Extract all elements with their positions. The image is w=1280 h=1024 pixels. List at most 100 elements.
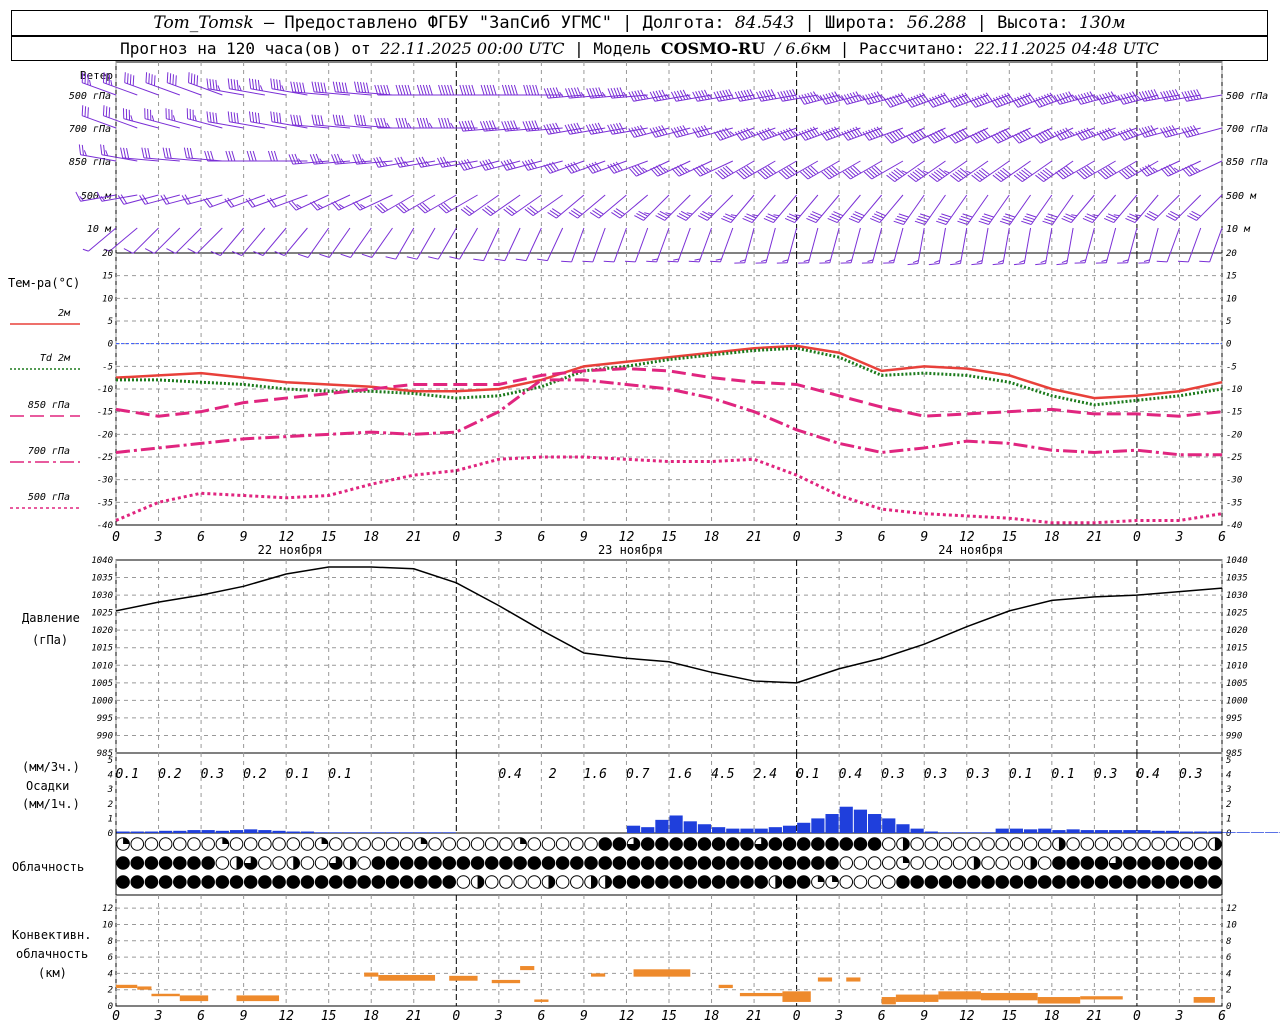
barb-feather [546,87,552,99]
barb-feather [441,203,450,212]
barb-feather [710,260,721,263]
barb-feather [702,210,712,217]
temp-tick-left: -10 [97,385,113,395]
barb-feather [386,122,391,129]
barb-feather [1123,129,1131,139]
barb-feather [470,120,476,131]
barb-feather [458,121,464,132]
precip-tick-left: 2 [108,800,113,810]
barb-feather [543,88,549,99]
barb-feather [483,84,488,96]
barb-feather [976,260,983,264]
cloud-symbol [1080,837,1095,851]
precip-tick-right: 2 [1226,800,1231,810]
barb-feather [385,256,396,260]
wind-barb [936,194,968,225]
barb-feather [999,169,1009,177]
temp-tick-left: -25 [97,453,113,463]
barb-feather [401,84,406,96]
barb-feather [829,215,840,221]
cloud-symbol [343,837,357,851]
barb-feather [1104,92,1112,103]
barb-feather [629,168,637,177]
barb-feather [104,248,110,252]
barb-shaft [241,227,266,256]
barb-feather [1117,95,1124,105]
cloud-symbol [1208,837,1222,851]
barb-feather [616,123,622,133]
barb-feather [597,122,604,133]
barb-feather [270,150,275,162]
barb-feather [852,127,860,137]
lat-label: | Широта: [804,13,897,33]
pressure-tick-left: 1030 [91,591,113,601]
barb-feather [123,248,134,254]
cloud-symbol [1009,856,1024,870]
barb-feather [838,95,844,101]
conv-tick-left: 6 [108,953,113,963]
barb-feather [418,157,425,167]
barb-feather [767,213,778,219]
barb-feather [695,91,701,101]
barb-feather [794,214,801,217]
barb-feather [855,126,863,136]
wind-barb [893,194,925,225]
precip-bar [215,830,229,833]
barb-shaft [592,227,606,262]
barb-feather [361,253,373,258]
precip-bar [825,814,839,833]
barb-feather [1171,89,1178,100]
barb-feather [1189,212,1199,219]
barb-feather [802,169,811,178]
wind-barb [1138,89,1180,102]
precip-bar [343,832,357,833]
barb-feather [317,115,321,126]
x-tick-label-bottom: 0 [793,1009,801,1024]
barb-feather [697,215,708,221]
cloud-symbol [371,856,386,870]
barb-shaft [317,194,351,211]
barb-shaft [871,227,883,263]
barb-feather [1126,166,1136,175]
barb-feather [1035,97,1043,107]
barb-feather [105,150,109,156]
cloud-symbol [584,875,598,889]
wind-barb [266,194,308,208]
barb-feather [524,160,532,170]
precip-bar [924,831,938,833]
barb-feather [694,258,701,261]
barb-feather [896,167,905,176]
barb-feather [1167,212,1178,219]
barb-feather [419,84,424,96]
temp-tick-left: 0 [108,340,113,350]
barb-feather [1136,95,1142,101]
barb-feather [640,89,646,100]
barb-feather [374,205,383,214]
barb-feather [934,95,942,105]
barb-feather [738,169,748,178]
barb-shaft [1127,227,1138,263]
barb-feather [567,124,574,134]
barb-feather [650,168,659,177]
wind-barb [521,158,563,171]
barb-shaft [633,94,670,102]
temp-tick-left: 15 [102,272,113,282]
wind-barb [990,127,1031,144]
barb-feather [1190,90,1196,100]
conv-tick-left: 0 [108,1002,113,1012]
cloud-symbol [1123,837,1137,851]
barb-feather [786,215,797,221]
barb-feather [944,170,950,174]
barb-feather [248,78,252,89]
barb-feather [447,117,452,129]
wind-barb [537,227,564,262]
barb-feather [1138,128,1146,138]
barb-feather [916,218,927,223]
barb-feather [653,166,661,176]
barb-shaft [166,194,202,205]
day-label: 23 ноября [598,543,663,557]
barb-feather [740,129,748,139]
barb-feather [529,205,539,213]
wind-barb [821,160,861,180]
barb-feather [1195,167,1201,172]
